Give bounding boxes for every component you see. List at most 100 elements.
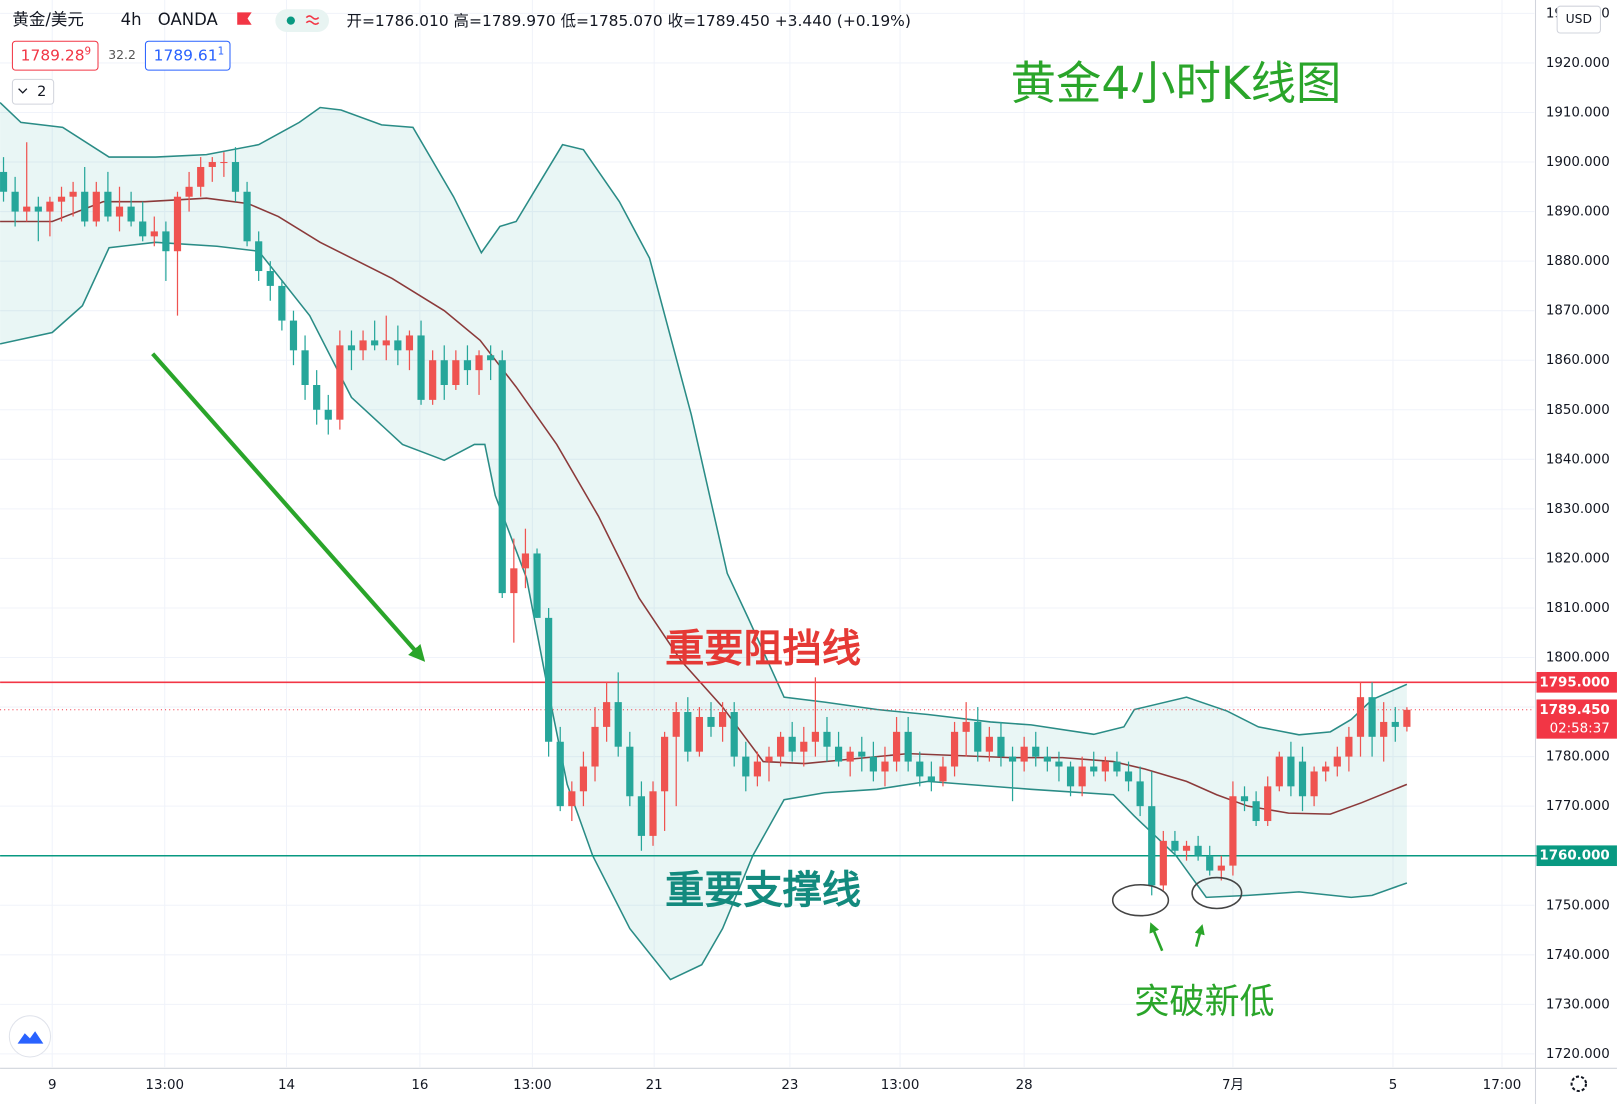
candle-body bbox=[626, 746, 634, 797]
candle-body bbox=[1078, 766, 1086, 787]
sell-price-main: 1789.28 bbox=[21, 46, 85, 64]
y-tick-label: 1830.000 bbox=[1546, 502, 1610, 517]
status-dot bbox=[286, 16, 295, 25]
x-tick-label: 7月 bbox=[1222, 1078, 1244, 1093]
candle-body bbox=[753, 761, 761, 777]
y-tick-label: 1860.000 bbox=[1546, 353, 1610, 368]
candle-body bbox=[417, 335, 425, 400]
candle-body bbox=[614, 702, 622, 747]
candle-body bbox=[927, 776, 935, 782]
logo bbox=[17, 1031, 44, 1044]
candle-body bbox=[1287, 756, 1295, 787]
candle-body bbox=[811, 731, 819, 742]
candle-body bbox=[707, 716, 715, 727]
x-tick-label: 13:00 bbox=[881, 1078, 920, 1093]
ohlc: 开=1786.010 高=1789.970 低=1785.070 收=1789.… bbox=[347, 12, 911, 30]
candle-body bbox=[858, 751, 866, 757]
candle-body bbox=[336, 345, 344, 420]
candle-body bbox=[591, 726, 599, 767]
pointer-arrow bbox=[1149, 922, 1164, 952]
candle-body bbox=[57, 196, 66, 202]
candle-body bbox=[1380, 721, 1388, 737]
price-label: 1795.000 bbox=[1539, 675, 1609, 690]
x-tick-label: 13:00 bbox=[145, 1078, 184, 1093]
candle-body bbox=[1217, 865, 1225, 871]
x-tick-label: 14 bbox=[278, 1078, 295, 1093]
candle-body bbox=[11, 191, 19, 212]
candle-body bbox=[150, 231, 158, 237]
candle-body bbox=[115, 206, 124, 217]
candle-body bbox=[846, 751, 854, 762]
candle-body bbox=[1171, 840, 1179, 851]
interval[interactable]: 4h bbox=[121, 10, 142, 29]
candle-body bbox=[510, 568, 518, 594]
price-label-box bbox=[1536, 671, 1617, 693]
candle-body bbox=[1124, 771, 1133, 782]
candle-body bbox=[1066, 766, 1075, 787]
candle-body bbox=[185, 186, 193, 197]
buy-button[interactable] bbox=[144, 40, 231, 71]
y-tick-label: 1820.000 bbox=[1546, 551, 1610, 566]
sell-button[interactable] bbox=[11, 40, 99, 71]
candle-body bbox=[34, 206, 42, 212]
candle-body bbox=[23, 206, 31, 212]
candle-body bbox=[127, 206, 135, 222]
candle-body bbox=[347, 345, 356, 351]
candle-body bbox=[904, 731, 912, 762]
candle-body bbox=[545, 617, 553, 742]
candle-body bbox=[289, 320, 298, 351]
pointer-arrow bbox=[1194, 924, 1205, 947]
source: OANDA bbox=[158, 10, 219, 29]
candle-body bbox=[649, 791, 657, 836]
y-tick-label: 1900.000 bbox=[1546, 155, 1610, 170]
candle-body bbox=[684, 712, 692, 752]
x-tick-label: 13:00 bbox=[513, 1078, 552, 1093]
candle-body bbox=[834, 746, 843, 762]
plot-area bbox=[0, 0, 1535, 1068]
logo-button[interactable] bbox=[8, 1015, 52, 1058]
x-tick-label: 21 bbox=[646, 1078, 663, 1093]
currency-badge[interactable] bbox=[1556, 5, 1601, 34]
candle-body bbox=[939, 766, 947, 782]
candle-body bbox=[776, 736, 785, 757]
candle-body bbox=[556, 741, 564, 807]
candle-body bbox=[1275, 756, 1283, 787]
settings-button[interactable] bbox=[1570, 1075, 1588, 1093]
indicator-toggle[interactable] bbox=[11, 78, 55, 105]
status-pill[interactable] bbox=[275, 9, 329, 32]
candle-body bbox=[440, 360, 448, 385]
candle-body bbox=[962, 721, 970, 732]
x-tick-label: 9 bbox=[48, 1078, 57, 1093]
candle-body bbox=[742, 756, 750, 777]
symbol[interactable]: 黄金/美元 bbox=[12, 10, 84, 29]
candle-body bbox=[324, 409, 332, 420]
x-tick-label: 17:00 bbox=[1483, 1078, 1522, 1093]
candle-body bbox=[1298, 761, 1307, 797]
candle-body bbox=[255, 241, 263, 272]
buy-price-pip: 1 bbox=[218, 46, 225, 58]
candle-body bbox=[1032, 746, 1040, 757]
candle-body bbox=[243, 191, 251, 242]
flag-icon[interactable] bbox=[237, 12, 252, 25]
candle-body bbox=[1113, 761, 1121, 772]
candle-body bbox=[533, 553, 541, 618]
y-tick-label: 1840.000 bbox=[1546, 452, 1610, 467]
candle-body bbox=[452, 360, 460, 385]
candle-body bbox=[208, 162, 216, 167]
band-line bbox=[0, 102, 1408, 736]
candle-body bbox=[730, 712, 738, 757]
candle-body bbox=[1403, 709, 1411, 727]
candle-body bbox=[278, 285, 286, 321]
axes: 1930.0001920.0001910.0001900.0001890.000… bbox=[48, 6, 1617, 1093]
candle-body bbox=[579, 766, 588, 792]
candle-body bbox=[916, 761, 924, 777]
candle-body bbox=[637, 796, 646, 836]
y-tick-label: 1920.000 bbox=[1546, 56, 1610, 71]
candle-body bbox=[1391, 721, 1399, 727]
candle-body bbox=[1356, 697, 1365, 737]
candle-body bbox=[1008, 756, 1017, 762]
candle-body bbox=[765, 756, 773, 762]
currency: USD bbox=[1566, 12, 1592, 26]
candle-body bbox=[394, 340, 402, 351]
